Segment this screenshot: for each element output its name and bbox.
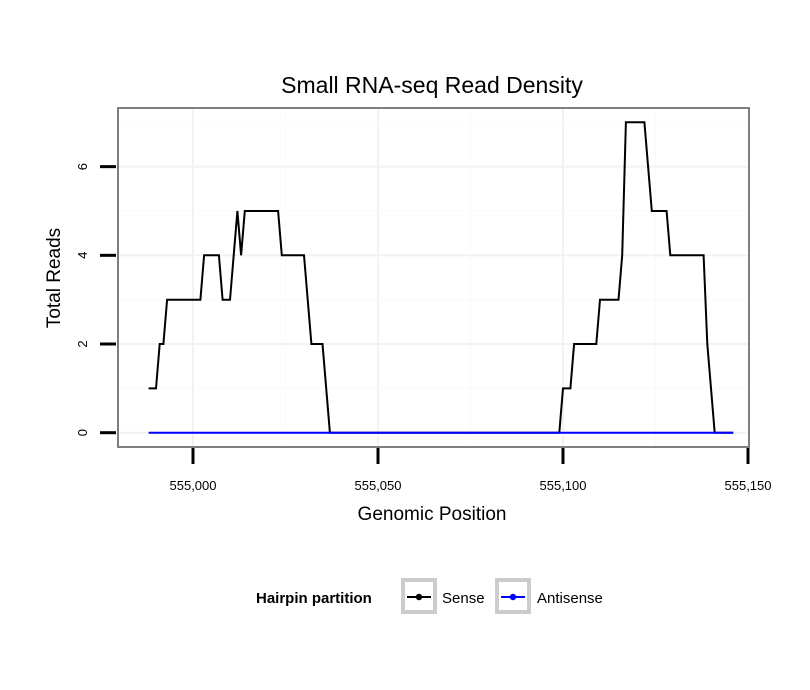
- legend-key-antisense-point: [509, 593, 517, 601]
- legend-label-antisense: Antisense: [537, 590, 603, 607]
- y-axis-title: Total Reads: [44, 228, 65, 328]
- x-tick-label-1: 555,050: [355, 478, 402, 493]
- legend-key-sense-point: [415, 593, 423, 601]
- chart-title: Small RNA-seq Read Density: [281, 72, 583, 98]
- x-axis-title: Genomic Position: [358, 504, 507, 525]
- legend: Hairpin partition Sense Antisense: [256, 578, 603, 614]
- y-tick-label-0: 0: [75, 429, 90, 436]
- y-tick-label-1: 2: [75, 340, 90, 347]
- axes: 555,000 555,050 555,100 555,150 0 2 4 6: [75, 163, 772, 493]
- legend-label-sense: Sense: [442, 590, 485, 607]
- series-lines: [148, 121, 734, 434]
- y-tick-label-3: 6: [75, 163, 90, 170]
- x-tick-label-2: 555,100: [540, 478, 587, 493]
- x-tick-label-3: 555,150: [725, 478, 772, 493]
- x-tick-label-0: 555,000: [170, 478, 217, 493]
- y-tick-label-2: 4: [75, 252, 90, 259]
- plot-panel-border: [117, 107, 750, 448]
- series-line-sense: [148, 121, 734, 434]
- legend-title: Hairpin partition: [256, 590, 372, 607]
